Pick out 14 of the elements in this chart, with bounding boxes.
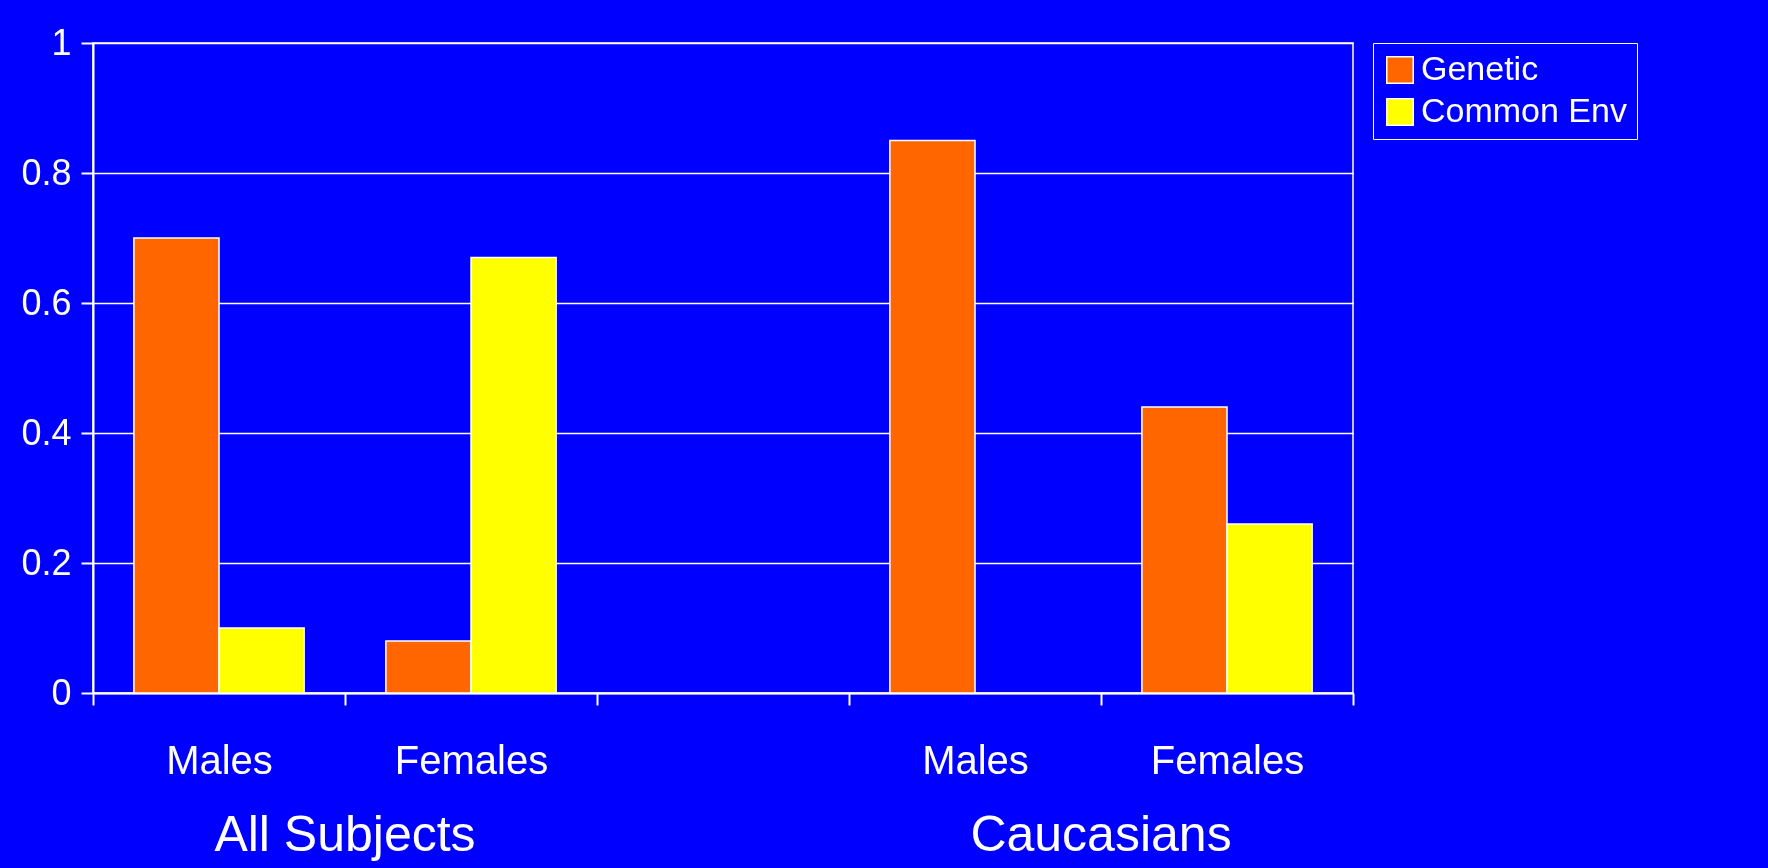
y-tick-label: 0.2 [21,541,72,583]
x-tick-label: Females [1150,737,1305,782]
y-tick-label: 1 [51,21,72,63]
y-tick-label: 0.6 [21,281,72,323]
y-tick-label: 0 [51,671,72,713]
x-tick-label: Females [394,737,549,782]
y-tick-label: 0.4 [21,411,72,453]
x-tick-label: Males [922,737,1029,782]
legend-label: Genetic [1421,49,1539,87]
y-tick-label: 0.8 [21,151,72,193]
x-tick-label: Males [166,737,273,782]
legend-label: Common Env [1421,91,1627,129]
text: All Subjects [214,806,476,862]
text: Caucasians [970,806,1232,862]
